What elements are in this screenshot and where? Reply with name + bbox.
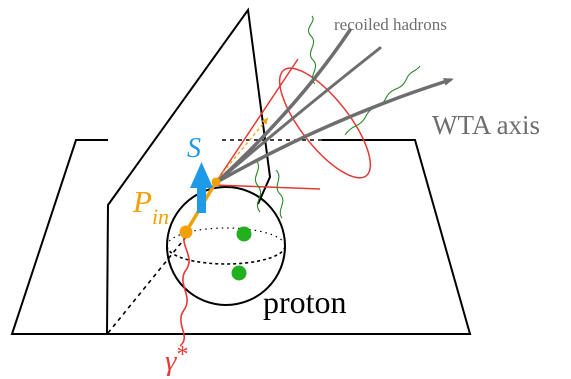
- photon-main: γ: [165, 345, 178, 377]
- proton-equator-front: [166, 245, 286, 265]
- vertical-plane-hidden-diagonal: [107, 231, 191, 334]
- quark: [231, 265, 247, 281]
- cone-mouth: [278, 67, 372, 179]
- parton-dot: [179, 225, 193, 239]
- photon-sup: *: [176, 342, 188, 368]
- spin-arrow-head: [190, 162, 213, 188]
- proton: [166, 186, 286, 306]
- parton-momentum-label: Pin: [132, 184, 169, 229]
- spin-arrow-shaft: [197, 183, 206, 213]
- horizontal-plane: [10, 139, 472, 335]
- parton-momentum-subscript: in: [152, 204, 169, 229]
- proton-label: proton: [263, 284, 347, 320]
- wta-axis-arrow: [215, 77, 454, 184]
- horizontal-plane-right-edge: [322, 139, 472, 335]
- cone-edge-upper: [213, 58, 299, 186]
- hadron-wiggle: [344, 65, 421, 136]
- virtual-photon-line: [179, 231, 190, 347]
- photon-label: γ*: [165, 342, 188, 377]
- hadron-wiggle: [307, 15, 317, 85]
- quark: [236, 226, 252, 242]
- hadron-tracks: [215, 28, 454, 184]
- spin-label: S: [187, 133, 201, 164]
- wta-axis-label: WTA axis: [432, 110, 540, 140]
- hadron-wiggle: [275, 169, 284, 219]
- parton-dot: [211, 177, 221, 187]
- spin-arrow: [190, 162, 213, 213]
- vertical-plane-outline: [106, 7, 272, 334]
- hadron-wiggles: [254, 15, 421, 219]
- hadron-track: [215, 46, 382, 184]
- hadron-wiggle: [254, 159, 262, 213]
- vertical-plane: [106, 7, 272, 334]
- parton-momentum-main: P: [132, 184, 152, 219]
- hadron-track: [215, 28, 352, 184]
- horizontal-plane-left-edge: [10, 139, 108, 335]
- recoiled-hadrons-label: recoiled hadrons: [334, 15, 447, 34]
- outgoing-parton-arrow: [214, 117, 269, 183]
- cone-edge-lower: [213, 184, 321, 190]
